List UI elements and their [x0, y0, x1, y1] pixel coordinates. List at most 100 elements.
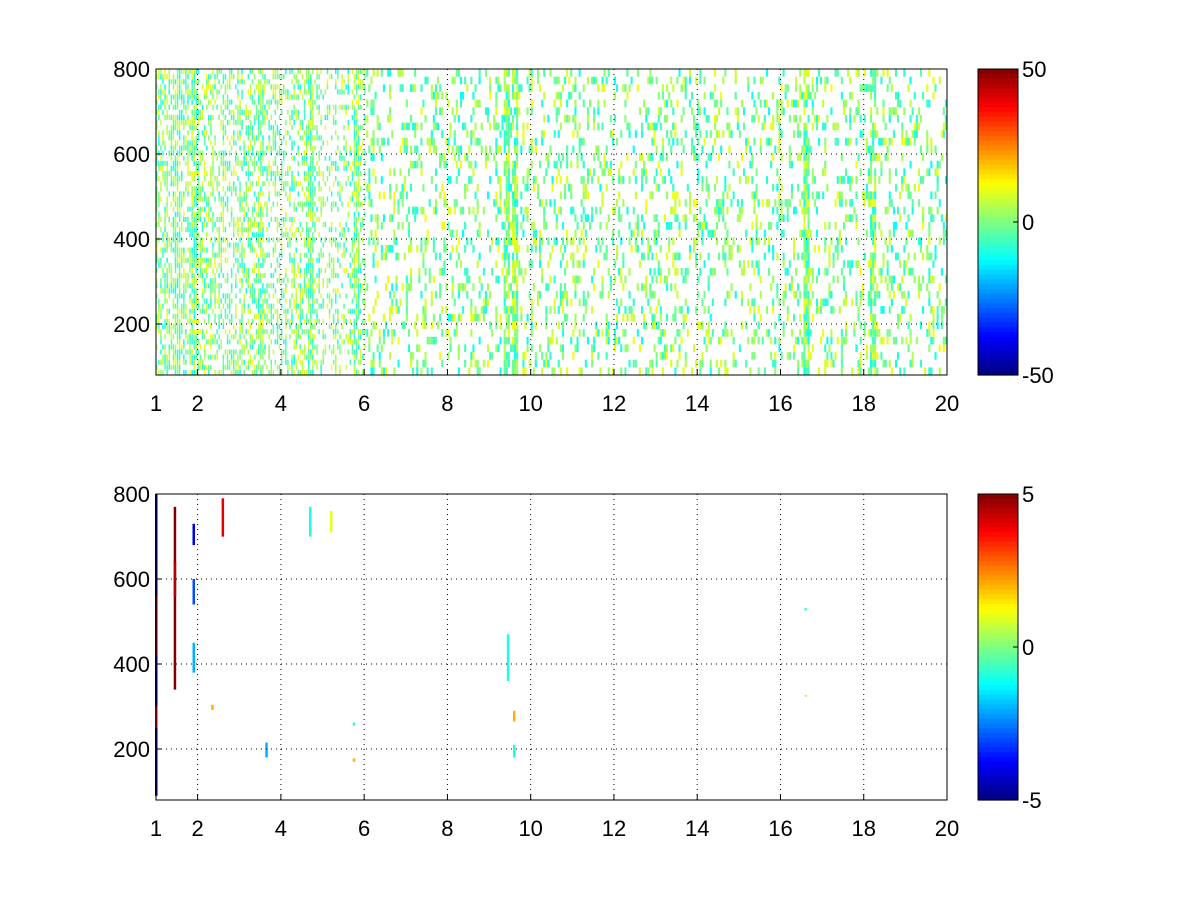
heatmap-cell	[251, 160, 254, 166]
heatmap-cell	[245, 109, 247, 115]
heatmap-cell	[318, 216, 320, 222]
heatmap-cell	[360, 267, 362, 273]
heatmap-cell	[278, 222, 281, 228]
heatmap-cell	[189, 171, 191, 177]
heatmap-cell	[755, 191, 758, 200]
heatmap-cell	[174, 89, 177, 95]
heatmap-cell	[584, 359, 587, 368]
heatmap-cell	[330, 298, 333, 304]
heatmap-cell	[732, 191, 735, 200]
heatmap-cell	[507, 114, 510, 123]
heatmap-cell	[399, 191, 402, 200]
heatmap-cell	[287, 165, 289, 171]
heatmap-cell	[195, 349, 198, 355]
heatmap-cell	[514, 176, 517, 184]
heatmap-cell	[572, 252, 575, 261]
heatmap-cell	[308, 130, 310, 136]
heatmap-cell	[445, 199, 448, 207]
heatmap-cell	[468, 145, 471, 154]
heatmap-cell	[160, 369, 162, 375]
heatmap-cell	[697, 153, 700, 161]
heatmap-cell	[314, 176, 316, 182]
heatmap-cell	[291, 369, 293, 375]
heatmap-cell	[576, 260, 579, 268]
heatmap-cell	[314, 344, 316, 350]
heatmap-cell	[293, 109, 295, 115]
heatmap-cell	[195, 237, 198, 243]
heatmap-cell	[247, 216, 250, 222]
heatmap-cell	[181, 329, 183, 335]
heatmap-cell	[459, 260, 462, 268]
heatmap-cell	[464, 183, 467, 192]
heatmap-cell	[160, 74, 162, 80]
heatmap-cell	[503, 344, 506, 353]
heatmap-cell	[387, 114, 390, 123]
heatmap-cell	[666, 252, 669, 261]
heatmap-cell	[239, 181, 241, 187]
heatmap-cell	[728, 245, 731, 253]
heatmap-cell	[305, 283, 308, 289]
heatmap-cell	[262, 288, 264, 294]
heatmap-cell	[697, 275, 700, 284]
heatmap-cell	[322, 298, 324, 304]
heatmap-cell	[318, 94, 320, 100]
heatmap-cell	[285, 150, 287, 156]
heatmap-cell	[301, 94, 304, 100]
heatmap-cell	[183, 140, 185, 146]
heatmap-cell	[570, 69, 573, 77]
heatmap-cell	[249, 288, 252, 294]
heatmap-cell	[185, 89, 187, 95]
heatmap-cell	[243, 216, 245, 222]
heatmap-cell	[686, 306, 689, 314]
heatmap-cell	[233, 216, 235, 222]
heatmap-cell	[759, 137, 762, 146]
heatmap-cell	[181, 191, 183, 197]
heatmap-cell	[162, 359, 164, 365]
heatmap-cell	[268, 125, 270, 131]
heatmap-cell	[684, 352, 687, 360]
heatmap-cell	[539, 260, 542, 268]
heatmap-cell	[534, 321, 537, 330]
heatmap-cell	[424, 237, 427, 245]
heatmap-cell	[545, 313, 548, 322]
heatmap-cell	[516, 107, 519, 115]
heatmap-cell	[312, 354, 314, 360]
heatmap-cell	[626, 69, 629, 77]
heatmap-cell	[278, 298, 281, 304]
heatmap-cell	[507, 359, 510, 368]
heatmap-cell	[226, 339, 229, 345]
heatmap-cell	[226, 206, 229, 212]
heatmap-cell	[191, 349, 193, 355]
heatmap-cell	[266, 313, 268, 319]
heatmap-cell	[341, 84, 343, 90]
heatmap-cell	[258, 135, 260, 141]
heatmap-cell	[183, 308, 185, 314]
heatmap-cell	[308, 206, 310, 212]
heatmap-cell	[530, 313, 533, 322]
heatmap-cell	[772, 206, 775, 215]
heatmap-cell	[203, 140, 206, 146]
heatmap-cell	[197, 349, 200, 355]
heatmap-cell	[160, 359, 162, 365]
heatmap-cell	[611, 229, 614, 238]
heatmap-cell	[278, 262, 281, 268]
heatmap-cell	[280, 293, 283, 299]
heatmap-cell	[264, 84, 266, 90]
heatmap-cell	[572, 260, 575, 268]
heatmap-cell	[778, 344, 781, 353]
heatmap-cell	[370, 76, 373, 85]
heatmap-cell	[776, 168, 779, 177]
heatmap-cell	[401, 69, 404, 77]
heatmap-cell	[788, 153, 791, 161]
heatmap-cell	[539, 160, 542, 169]
heatmap-cell	[162, 369, 164, 375]
heatmap-cell	[653, 267, 656, 276]
heatmap-cell	[680, 137, 683, 146]
heatmap-cell	[559, 367, 562, 375]
heatmap-cell	[299, 349, 302, 355]
heatmap-cell	[174, 329, 177, 335]
heatmap-cell	[247, 109, 250, 115]
heatmap-cell	[337, 206, 339, 212]
heatmap-cell	[464, 76, 467, 85]
heatmap-cell	[505, 214, 508, 222]
